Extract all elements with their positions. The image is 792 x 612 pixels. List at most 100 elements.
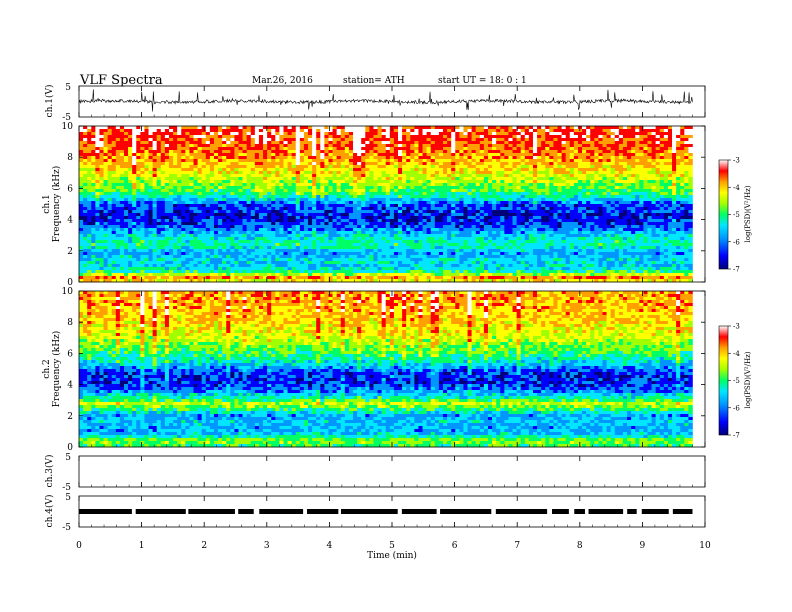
spectrogram-cell bbox=[340, 150, 346, 154]
spectrogram-cell bbox=[267, 171, 272, 175]
spectrogram-cell bbox=[344, 189, 350, 193]
spectrogram-cell bbox=[181, 153, 186, 157]
spectrogram-cell bbox=[402, 162, 407, 166]
spectrogram-cell bbox=[226, 246, 231, 250]
spectrogram-cell bbox=[140, 195, 145, 199]
spectrogram-cell bbox=[123, 126, 129, 130]
spectrogram-cell bbox=[218, 231, 223, 235]
spectrogram-cell bbox=[222, 138, 227, 142]
spectrogram-cell bbox=[308, 138, 313, 142]
spectrogram-cell bbox=[418, 258, 423, 262]
spectrogram-cell bbox=[123, 276, 129, 280]
spectrogram-cell bbox=[136, 270, 141, 274]
spectrogram-cell bbox=[99, 219, 104, 223]
spectrogram-cell bbox=[332, 234, 337, 238]
spectrogram-cell bbox=[434, 153, 440, 157]
spectrogram-cell bbox=[115, 228, 121, 232]
spectrogram-cell bbox=[189, 228, 194, 232]
spectrogram-cell bbox=[119, 264, 125, 268]
spectrogram-cell bbox=[410, 126, 415, 130]
spectrogram-cell bbox=[287, 276, 292, 280]
spectrogram-cell bbox=[406, 177, 411, 181]
spectrogram-cell bbox=[230, 174, 235, 178]
spectrogram-cell bbox=[201, 231, 207, 235]
spectrogram-cell bbox=[107, 261, 113, 265]
spectrogram-cell bbox=[250, 171, 256, 175]
spectrogram-cell bbox=[128, 171, 133, 175]
spectrogram-cell bbox=[410, 207, 415, 211]
spectrogram-cell bbox=[168, 276, 174, 280]
spectrogram-cell bbox=[369, 153, 374, 157]
spectrogram-cell bbox=[357, 261, 362, 265]
spectrogram-cell bbox=[189, 237, 194, 241]
spectrogram-cell bbox=[443, 162, 448, 166]
spectrogram-cell bbox=[132, 228, 137, 232]
spectrogram-cell bbox=[459, 231, 464, 235]
spectrogram-cell bbox=[144, 153, 149, 157]
spectrogram-cell bbox=[340, 171, 346, 175]
spectrogram-cell bbox=[87, 234, 92, 238]
spectrogram-cell bbox=[128, 183, 133, 187]
spectrogram-cell bbox=[414, 258, 419, 262]
spectrogram-cell bbox=[303, 249, 309, 253]
spectrogram-cell bbox=[99, 255, 104, 259]
spectrogram-cell bbox=[119, 246, 125, 250]
spectrogram-cell bbox=[111, 138, 117, 142]
spectrogram-cell bbox=[115, 174, 121, 178]
spectrogram-cell bbox=[418, 147, 423, 151]
spectrogram-cell bbox=[128, 141, 133, 145]
spectrogram-cell bbox=[144, 276, 149, 280]
spectrogram-cell bbox=[156, 228, 162, 232]
spectrogram-cell bbox=[91, 276, 96, 280]
spectrogram-cell bbox=[250, 255, 256, 259]
spectrogram-cell bbox=[79, 159, 84, 163]
spectrogram-cell bbox=[361, 195, 366, 199]
spectrogram-cell bbox=[398, 213, 403, 217]
spectrogram-cell bbox=[308, 159, 313, 163]
spectrogram-cell bbox=[361, 267, 366, 271]
spectrogram-cell bbox=[246, 270, 252, 274]
spectrogram-cell bbox=[336, 255, 342, 259]
spectrogram-cell bbox=[107, 273, 113, 277]
spectrogram-cell bbox=[344, 207, 350, 211]
spectrogram-cell bbox=[348, 201, 354, 205]
spectrogram-cell bbox=[308, 141, 313, 145]
spectrogram-cell bbox=[434, 147, 440, 151]
spectrogram-cell bbox=[132, 246, 137, 250]
spectrogram-cell bbox=[389, 198, 395, 202]
spectrogram-cell bbox=[398, 177, 403, 181]
spectrogram-cell bbox=[463, 267, 468, 271]
spectrogram-cell bbox=[263, 132, 268, 136]
spectrogram-cell bbox=[340, 258, 346, 262]
spectrogram-cell bbox=[99, 210, 104, 214]
spectrogram-cell bbox=[438, 198, 444, 202]
spectrogram-cell bbox=[205, 264, 211, 268]
spectrogram-cell bbox=[365, 258, 370, 262]
spectrogram-cell bbox=[250, 267, 256, 271]
spectrogram-cell bbox=[308, 177, 313, 181]
spectrogram-cell bbox=[308, 201, 313, 205]
spectrogram-cell bbox=[107, 213, 113, 217]
spectrogram-cell bbox=[336, 144, 342, 148]
spectrogram-cell bbox=[275, 165, 280, 169]
spectrogram-cell bbox=[455, 129, 460, 133]
spectrogram-cell bbox=[438, 231, 444, 235]
spectrogram-cell bbox=[185, 210, 190, 214]
spectrogram-cell bbox=[467, 183, 472, 187]
spectrogram-cell bbox=[242, 162, 247, 166]
spectrogram-cell bbox=[299, 210, 305, 214]
spectrogram-cell bbox=[173, 126, 178, 130]
spectrogram-cell bbox=[263, 141, 268, 145]
spectrogram-cell bbox=[87, 261, 92, 265]
spectrogram-cell bbox=[361, 189, 366, 193]
spectrogram-cell bbox=[213, 219, 219, 223]
spectrogram-cell bbox=[393, 141, 399, 145]
spectrogram-cell bbox=[87, 213, 92, 217]
spectrogram-cell bbox=[291, 243, 297, 247]
spectrogram-cell bbox=[434, 249, 440, 253]
spectrogram-cell bbox=[87, 198, 92, 202]
spectrogram-cell bbox=[299, 225, 305, 229]
spectrogram-cell bbox=[238, 222, 243, 226]
spectrogram-cell bbox=[385, 249, 391, 253]
spectrogram-cell bbox=[389, 189, 395, 193]
